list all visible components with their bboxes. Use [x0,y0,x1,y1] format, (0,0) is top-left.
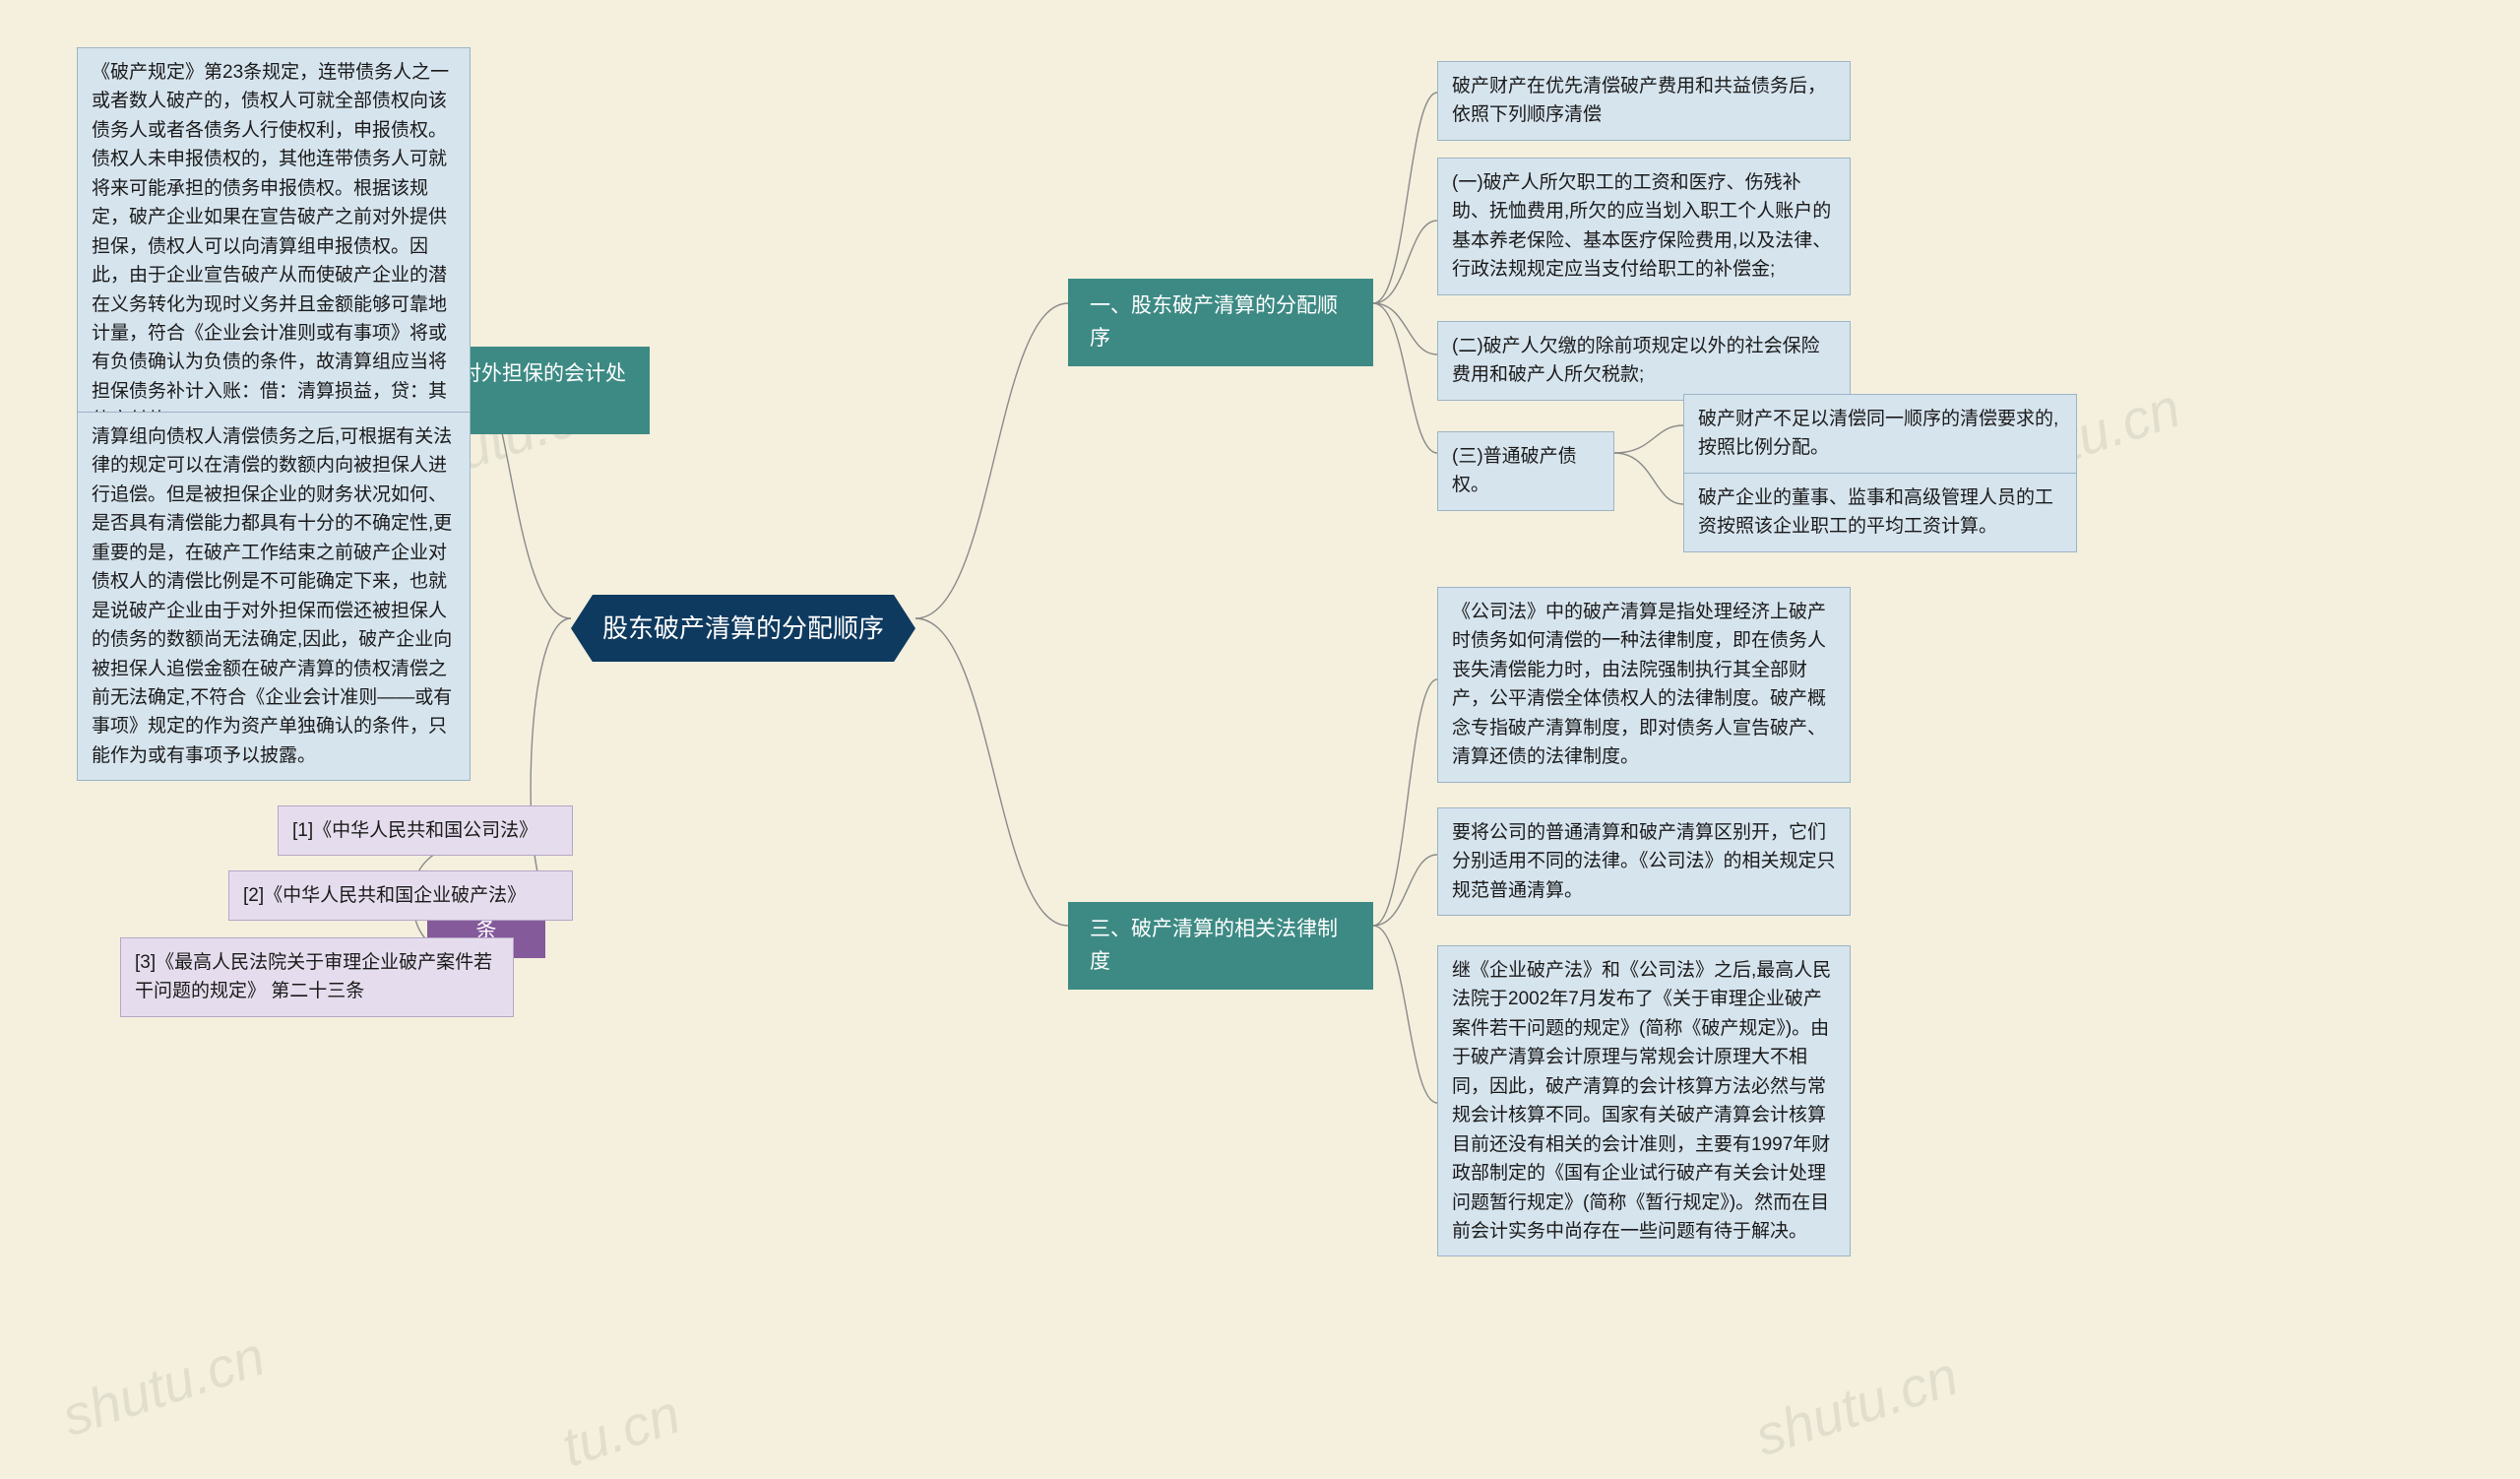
leaf-b1c4[interactable]: (三)普通破产债权。 [1437,431,1614,511]
leaf-b3c2[interactable]: 要将公司的普通清算和破产清算区别开，它们分别适用不同的法律。《公司法》的相关规定… [1437,807,1851,916]
leaf-b2c1[interactable]: 《破产规定》第23条规定，连带债务人之一或者数人破产的，债权人可就全部债权向该债… [77,47,471,446]
watermark: tu.cn [554,1382,688,1479]
root-node[interactable]: 股东破产清算的分配顺序 [571,595,915,662]
leaf-b3c3[interactable]: 继《企业破产法》和《公司法》之后,最高人民法院于2002年7月发布了《关于审理企… [1437,945,1851,1256]
leaf-b3c1[interactable]: 《公司法》中的破产清算是指处理经济上破产时债务如何清偿的一种法律制度，即在债务人… [1437,587,1851,783]
leaf-b1c4a[interactable]: 破产财产不足以清偿同一顺序的清偿要求的,按照比例分配。 [1683,394,2077,474]
watermark: shutu.cn [54,1323,272,1448]
leaf-b4c1[interactable]: [1]《中华人民共和国公司法》 [278,805,573,856]
watermark: shutu.cn [1747,1343,1965,1468]
branch-1[interactable]: 一、股东破产清算的分配顺序 [1068,279,1373,366]
branch-3[interactable]: 三、破产清算的相关法律制度 [1068,902,1373,990]
leaf-b1c1[interactable]: 破产财产在优先清偿破产费用和共益债务后，依照下列顺序清偿 [1437,61,1851,141]
leaf-b1c2[interactable]: (一)破产人所欠职工的工资和医疗、伤残补助、抚恤费用,所欠的应当划入职工个人账户… [1437,158,1851,295]
leaf-b1c4b[interactable]: 破产企业的董事、监事和高级管理人员的工资按照该企业职工的平均工资计算。 [1683,473,2077,552]
leaf-b2c2[interactable]: 清算组向债权人清偿债务之后,可根据有关法律的规定可以在清偿的数额内向被担保人进行… [77,412,471,781]
leaf-b1c3[interactable]: (二)破产人欠缴的除前项规定以外的社会保险费用和破产人所欠税款; [1437,321,1851,401]
leaf-b4c2[interactable]: [2]《中华人民共和国企业破产法》 [228,870,573,921]
leaf-b4c3[interactable]: [3]《最高人民法院关于审理企业破产案件若干问题的规定》 第二十三条 [120,937,514,1017]
